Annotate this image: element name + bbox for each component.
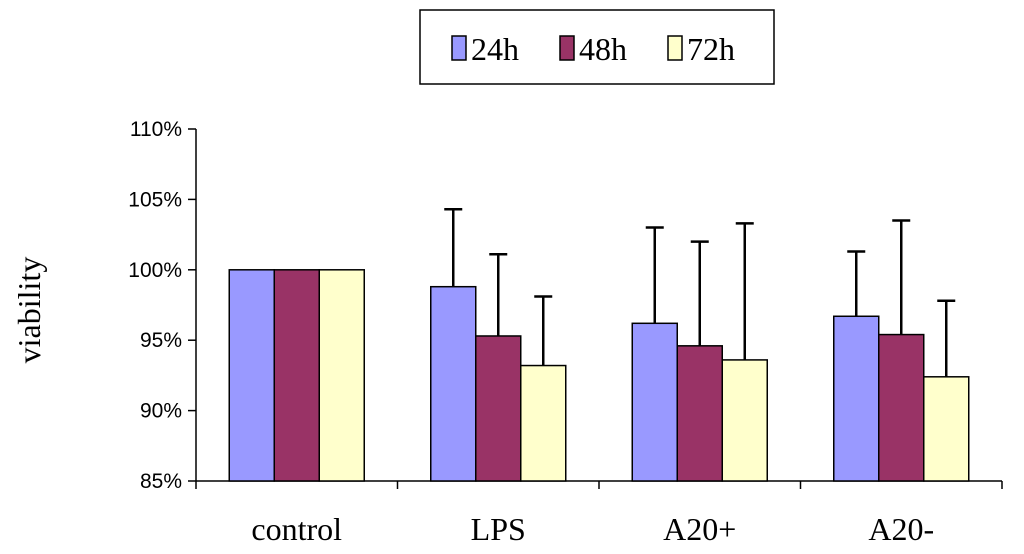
y-tick-label: 85% xyxy=(140,470,182,493)
legend-swatch-72h xyxy=(667,35,683,61)
legend-box xyxy=(419,9,775,85)
y-tick-label: 90% xyxy=(140,400,182,423)
y-tick-label: 95% xyxy=(140,329,182,352)
legend-swatch-48h xyxy=(559,35,575,61)
y-tick-label: 100% xyxy=(128,259,182,282)
bar-48h-LPS xyxy=(475,335,522,482)
bar-24h-control xyxy=(228,269,275,482)
legend-swatch-24h xyxy=(451,35,467,61)
bar-48h-control xyxy=(273,269,320,482)
bar-24h-A20+ xyxy=(631,322,678,482)
x-tick-label-A20+: A20+ xyxy=(663,511,736,547)
legend-label-72h: 72h xyxy=(687,31,735,67)
y-tick-label: 105% xyxy=(128,188,182,211)
bar-48h-A20+ xyxy=(676,345,723,482)
bar-48h-A20- xyxy=(878,333,925,482)
x-tick-label-A20-: A20- xyxy=(868,511,934,547)
y-tick-label: 110% xyxy=(130,118,182,141)
y-axis-title: viability xyxy=(11,257,47,364)
bar-72h-A20- xyxy=(923,376,970,482)
legend-label-24h: 24h xyxy=(471,31,519,67)
x-tick-label-control: control xyxy=(251,511,342,547)
bar-72h-control xyxy=(318,269,365,482)
bar-72h-LPS xyxy=(520,364,567,482)
legend-label-48h: 48h xyxy=(579,31,627,67)
bar-24h-LPS xyxy=(430,285,477,482)
bar-24h-A20- xyxy=(833,315,880,482)
x-tick-label-LPS: LPS xyxy=(471,511,526,547)
bar-72h-A20+ xyxy=(721,359,768,482)
